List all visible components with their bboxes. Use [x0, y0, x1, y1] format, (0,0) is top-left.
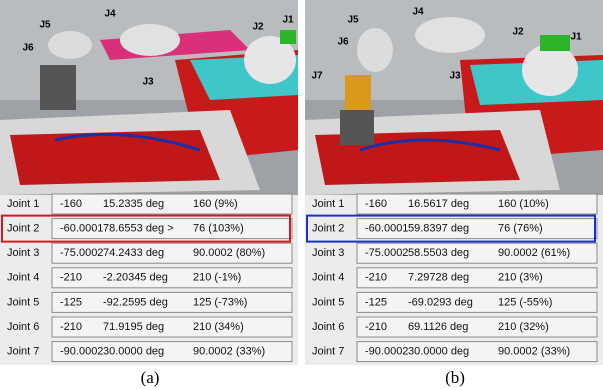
joint-label: J3: [449, 71, 461, 82]
joint-value: 30.0000 deg: [408, 346, 469, 358]
joint-label: J3: [142, 77, 154, 88]
joint-value: 71.9195 deg: [103, 321, 164, 333]
joint-name: Joint 5: [7, 296, 39, 308]
joint-max: 210 (34%): [193, 321, 244, 333]
joint-label: J2: [252, 22, 264, 33]
joint-min: -75.0002: [365, 247, 408, 259]
joint-name: Joint 7: [7, 346, 39, 358]
joint-name: Joint 1: [312, 198, 344, 210]
joint-name: Joint 2: [7, 223, 39, 235]
joint-label: J5: [39, 20, 51, 31]
joint-max: 210 (3%): [498, 272, 543, 284]
joint-min: -60.0001: [60, 223, 103, 235]
joint-field: [357, 317, 597, 337]
joint-field: [52, 268, 292, 288]
joint-name: Joint 4: [7, 272, 39, 284]
joint-min: -125: [60, 296, 82, 308]
joint-min: -160: [60, 198, 82, 210]
joint-field: [357, 268, 597, 288]
scene-b: [305, 0, 603, 195]
joint-label: J5: [347, 15, 359, 26]
joint-name: Joint 3: [7, 247, 39, 259]
joint-label: J1: [282, 15, 294, 26]
joint-field: [357, 194, 597, 214]
joint-min: -60.0001: [365, 223, 408, 235]
joint-name: Joint 6: [7, 321, 39, 333]
joint-name: Joint 2: [312, 223, 344, 235]
joint-value: 58.5503 deg: [408, 247, 469, 259]
joint-value: -69.0293 deg: [408, 296, 473, 308]
joint-min: -160: [365, 198, 387, 210]
joint-label: J1: [570, 32, 582, 43]
joint-name: Joint 7: [312, 346, 344, 358]
joint-label: J7: [311, 71, 323, 82]
joint-max: 125 (-73%): [193, 296, 247, 308]
figure: J1 J2 J3 J4 J5 J6 Joint 1 -160 15.2335 deg 160 (9…: [0, 0, 603, 390]
joint-value: 30.0000 deg: [103, 346, 164, 358]
joint-value: 78.6553 deg >: [103, 223, 174, 235]
joint-field: [357, 292, 597, 312]
joint-min: -90.0002: [60, 346, 103, 358]
joint-max: 90.0002 (80%): [193, 247, 265, 259]
joint-name: Joint 4: [312, 272, 344, 284]
joint-value: -2.20345 deg: [103, 272, 168, 284]
joint-max: 90.0002 (33%): [498, 346, 570, 358]
joint-min: -90.0002: [365, 346, 408, 358]
joint-max: 210 (32%): [498, 321, 549, 333]
joint-min: -210: [60, 272, 82, 284]
joint-min: -210: [60, 321, 82, 333]
joint-max: 160 (9%): [193, 198, 238, 210]
joint-label: J4: [104, 9, 116, 20]
joint-name: Joint 6: [312, 321, 344, 333]
joint-value: 7.29728 deg: [408, 272, 469, 284]
joint-max: 160 (10%): [498, 198, 549, 210]
caption: (a): [141, 368, 160, 387]
joint-value: 74.2433 deg: [103, 247, 164, 259]
joint-label: J2: [512, 27, 524, 38]
joint-min: -125: [365, 296, 387, 308]
joint-value: 15.2335 deg: [103, 198, 164, 210]
joint-max: 90.0002 (33%): [193, 346, 265, 358]
caption: (b): [445, 368, 465, 387]
joint-max: 76 (76%): [498, 223, 543, 235]
joint-min: -75.0002: [60, 247, 103, 259]
joint-value: 59.8397 deg: [408, 223, 469, 235]
joint-min: -210: [365, 272, 387, 284]
joint-name: Joint 3: [312, 247, 344, 259]
joint-name: Joint 1: [7, 198, 39, 210]
joint-value: 69.1126 deg: [408, 321, 468, 333]
joint-max: 210 (-1%): [193, 272, 241, 284]
joint-label: J6: [337, 37, 349, 48]
joint-label: J4: [412, 7, 424, 18]
joint-name: Joint 5: [312, 296, 344, 308]
joint-field: [52, 194, 292, 214]
joint-max: 76 (103%): [193, 223, 244, 235]
joint-max: 90.0002 (61%): [498, 247, 570, 259]
joint-min: -210: [365, 321, 387, 333]
joint-max: 125 (-55%): [498, 296, 552, 308]
joint-value: 16.5617 deg: [408, 198, 469, 210]
joint-field: [52, 317, 292, 337]
joint-label: J6: [22, 43, 34, 54]
joint-field: [52, 292, 292, 312]
joint-value: -92.2595 deg: [103, 296, 168, 308]
